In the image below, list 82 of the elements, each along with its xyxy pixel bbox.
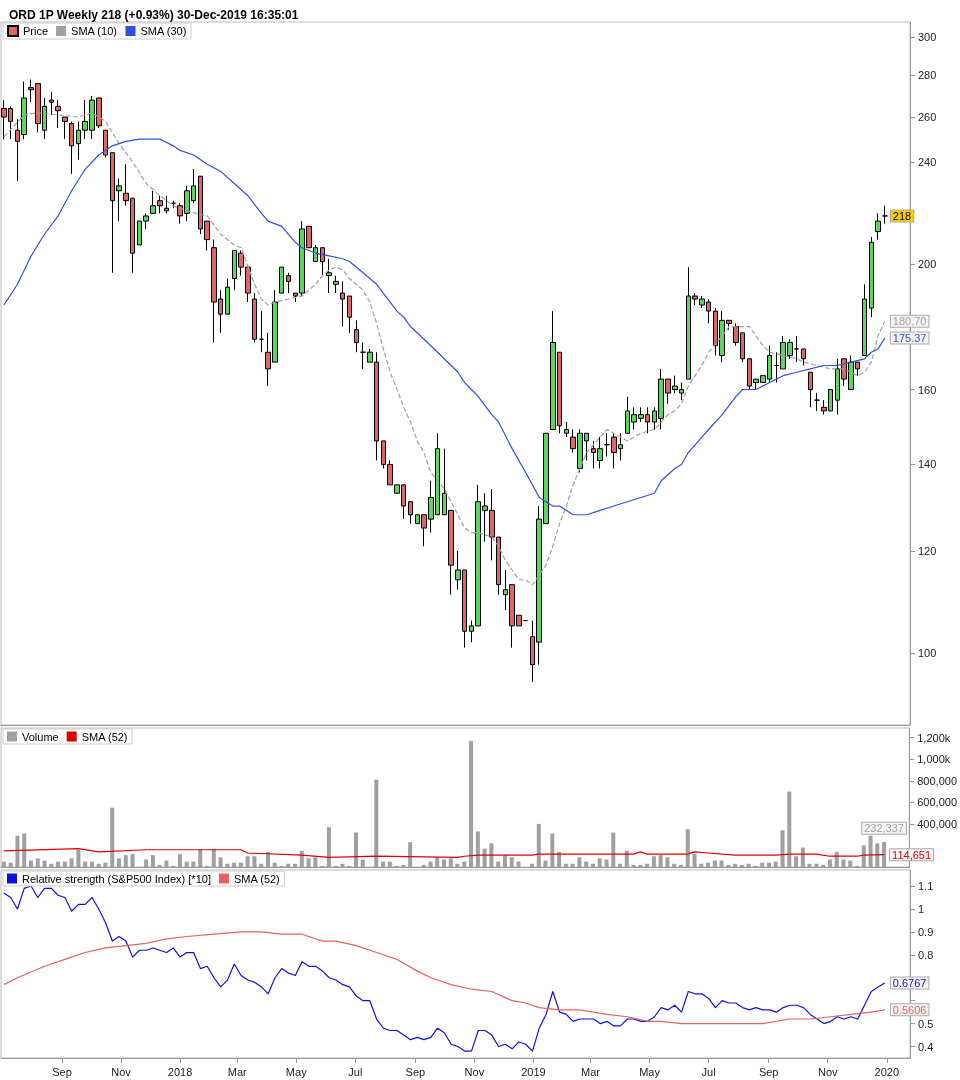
line-series xyxy=(3,848,885,858)
x-tick-label: Nov xyxy=(111,1065,132,1078)
candlestick xyxy=(69,120,74,175)
y-tick-label: 120 xyxy=(918,544,937,557)
candlestick xyxy=(279,266,284,294)
y-tick-label: 1 xyxy=(918,902,925,915)
y-tick-label: 160 xyxy=(918,383,937,396)
y-tick-label: 0.8 xyxy=(918,948,934,961)
x-tick-label: Sep xyxy=(758,1065,779,1078)
candlestick xyxy=(164,195,169,214)
x-tick-label: Sep xyxy=(52,1065,72,1078)
y-tick-label: 0.5 xyxy=(918,1017,934,1030)
y-tick-label: 260 xyxy=(918,111,937,124)
chart-title: ORD 1P Weekly 218 (+0.93%) 30-Dec-2019 16:35:01 xyxy=(9,8,299,22)
y-tick-label: 1.1 xyxy=(918,880,934,893)
data-label: 175.37 xyxy=(892,332,927,345)
candlestick xyxy=(869,236,874,318)
y-tick-label: 1,200k xyxy=(917,731,951,744)
text: 218 xyxy=(892,209,912,222)
legend-label: SMA (52) xyxy=(233,872,280,885)
candlestick xyxy=(62,116,68,140)
y-tick-label: 300 xyxy=(918,30,937,43)
candlestick xyxy=(808,371,813,408)
x-tick-label: May xyxy=(285,1065,308,1078)
x-tick-label: Nov xyxy=(817,1065,838,1078)
candlestick xyxy=(49,91,54,116)
y-tick-label: 200 xyxy=(918,258,937,271)
x-tick-label: Jul xyxy=(348,1065,363,1078)
y-tick-label: 600,000 xyxy=(917,796,957,809)
x-tick-label: 2020 xyxy=(874,1065,900,1078)
x-tick-label: Nov xyxy=(464,1065,485,1078)
x-tick-label: Mar xyxy=(227,1065,248,1078)
x-tick-label: Jul xyxy=(701,1065,716,1078)
candlestick xyxy=(340,280,345,328)
candlestick xyxy=(225,278,230,315)
y-tick-label: 140 xyxy=(918,458,937,471)
candlestick xyxy=(408,501,413,525)
legend-label: Volume xyxy=(22,730,59,743)
candlestick xyxy=(814,392,820,412)
legend-label: SMA (52) xyxy=(81,730,128,743)
y-tick-label: 0.9 xyxy=(918,925,934,938)
y-tick-label: 0.4 xyxy=(918,1040,934,1053)
data-label: 180.70 xyxy=(892,315,927,328)
y-tick-label: 800,000 xyxy=(917,774,957,787)
candlestick xyxy=(862,283,867,356)
candlestick xyxy=(320,247,325,277)
candlestick xyxy=(564,421,569,438)
data-label: 232,337 xyxy=(864,822,904,835)
line-series xyxy=(3,885,886,1052)
x-tick-label: 2019 xyxy=(521,1065,546,1078)
candlestick xyxy=(801,348,806,366)
candlestick xyxy=(347,295,352,334)
y-tick-label: 400,000 xyxy=(917,817,957,830)
candlestick xyxy=(326,258,332,294)
x-tick-label: May xyxy=(639,1065,661,1078)
data-label: 0.6767 xyxy=(892,977,927,990)
y-tick-label: 100 xyxy=(918,647,937,660)
x-tick-label: Mar xyxy=(581,1065,601,1078)
y-tick-label: 280 xyxy=(918,69,937,82)
line-series xyxy=(3,931,886,1025)
legend-label: SMA (10) xyxy=(71,25,117,37)
data-label: 0.5606 xyxy=(892,1003,927,1016)
data-label: 114,651 xyxy=(892,848,932,861)
y-tick-label: 1,000k xyxy=(917,753,951,766)
legend-label: Relative strength (S&P500 Index) [*10] xyxy=(22,872,211,885)
candlestick xyxy=(55,99,61,129)
x-tick-label: 2018 xyxy=(167,1065,193,1078)
x-tick-label: Sep xyxy=(405,1065,426,1078)
candlestick xyxy=(875,212,881,241)
candlestick xyxy=(252,292,257,343)
candlestick xyxy=(259,310,264,353)
candlestick xyxy=(103,129,108,158)
y-tick-label: 240 xyxy=(918,155,937,168)
candlestick xyxy=(354,319,359,353)
candlestick xyxy=(333,275,339,294)
legend-label: SMA (30) xyxy=(140,25,187,37)
candlestick xyxy=(882,205,888,225)
line-series xyxy=(3,138,886,516)
line-series xyxy=(3,112,886,586)
candlestick xyxy=(794,335,799,363)
legend-label: Price xyxy=(23,25,49,37)
candlestick xyxy=(286,272,291,294)
